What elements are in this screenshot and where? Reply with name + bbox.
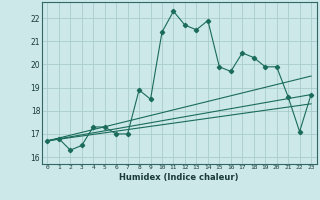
X-axis label: Humidex (Indice chaleur): Humidex (Indice chaleur) xyxy=(119,173,239,182)
